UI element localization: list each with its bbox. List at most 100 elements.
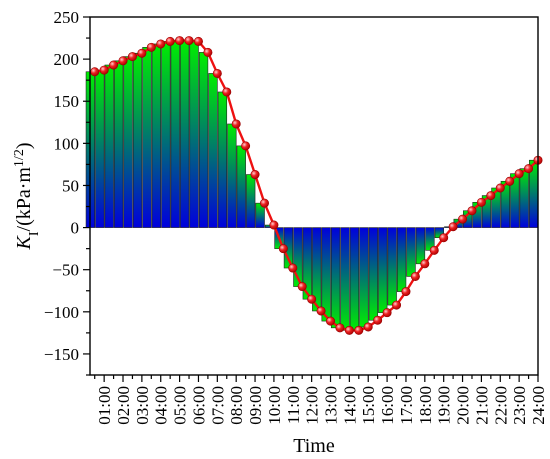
data-point xyxy=(241,141,251,151)
bar xyxy=(208,73,218,228)
data-point xyxy=(476,197,486,207)
y-tick-label: 200 xyxy=(54,50,80,69)
data-point xyxy=(109,60,119,70)
x-tick-label: 11:00 xyxy=(284,386,303,424)
data-point xyxy=(335,323,345,333)
bar xyxy=(189,41,199,228)
y-tick-label: −50 xyxy=(52,261,79,280)
data-point xyxy=(420,259,430,269)
bar xyxy=(104,64,114,228)
y-tick-label: 250 xyxy=(54,8,80,27)
bar xyxy=(378,227,388,313)
bar xyxy=(170,40,180,228)
data-point xyxy=(514,169,524,179)
bar xyxy=(198,52,209,228)
x-tick-label: 13:00 xyxy=(322,386,341,425)
x-tick-label: 10:00 xyxy=(265,386,284,425)
bar xyxy=(387,227,397,306)
bar xyxy=(217,91,228,228)
bar xyxy=(396,227,407,292)
data-point xyxy=(363,322,373,332)
data-point xyxy=(222,87,232,97)
data-point xyxy=(156,39,166,49)
data-point xyxy=(326,316,336,326)
x-tick-label: 12:00 xyxy=(303,386,322,425)
bar xyxy=(161,41,171,228)
data-point xyxy=(269,220,279,230)
bar xyxy=(340,227,350,331)
x-axis: 01:00 02:00 03:00 04:00 05:00 06:00 07:00 08:00… xyxy=(94,375,548,425)
data-point xyxy=(137,48,147,58)
x-tick-label: 15:00 xyxy=(359,386,378,425)
y-tick-label: 100 xyxy=(54,134,80,153)
x-tick-label: 17:00 xyxy=(397,386,416,425)
data-point xyxy=(486,191,496,201)
data-point xyxy=(184,36,194,46)
data-point xyxy=(401,287,411,297)
x-tick-label: 23:00 xyxy=(510,386,529,425)
data-point xyxy=(288,263,298,273)
plot-frame xyxy=(89,16,539,376)
y-tick-label: 0 xyxy=(71,219,80,238)
data-point xyxy=(439,233,449,243)
bar xyxy=(95,69,105,228)
bar xyxy=(132,52,143,228)
data-point xyxy=(250,170,260,180)
x-tick-label: 01:00 xyxy=(95,386,114,425)
data-point xyxy=(212,68,222,78)
bar xyxy=(123,56,133,228)
data-point xyxy=(467,206,477,216)
bar xyxy=(236,145,246,228)
y-axis-title: KI/(kPa·m1/2) xyxy=(12,142,42,250)
y-tick-label: 50 xyxy=(62,176,79,195)
data-point xyxy=(165,36,175,46)
x-tick-label: 02:00 xyxy=(114,386,133,425)
x-tick-label: 24:00 xyxy=(529,386,548,425)
data-point xyxy=(429,245,439,255)
data-point xyxy=(448,222,458,232)
x-tick-label: 19:00 xyxy=(435,386,454,425)
data-point xyxy=(382,308,392,318)
bar xyxy=(227,123,237,228)
data-point xyxy=(316,306,326,316)
data-point xyxy=(373,315,383,325)
data-point xyxy=(410,271,420,281)
data-point xyxy=(458,214,468,224)
x-tick-label: 20:00 xyxy=(454,386,473,425)
bar xyxy=(359,227,369,328)
data-point xyxy=(278,244,288,254)
y-axis: −150 −100 −50 0 50 100 150 200 250 xyxy=(44,8,90,376)
bar xyxy=(246,174,256,228)
data-point xyxy=(344,325,354,335)
x-tick-label: 06:00 xyxy=(189,386,208,425)
bars-group xyxy=(85,40,539,331)
bar xyxy=(368,227,378,321)
data-point xyxy=(118,56,128,66)
data-point xyxy=(231,119,241,129)
x-tick-label: 05:00 xyxy=(171,386,190,425)
data-point xyxy=(259,198,269,208)
x-tick-label: 22:00 xyxy=(491,386,510,425)
data-point xyxy=(392,300,402,310)
x-tick-label: 09:00 xyxy=(246,386,265,425)
bar xyxy=(406,227,416,277)
x-tick-label: 04:00 xyxy=(152,386,171,425)
bar xyxy=(415,227,426,265)
markers-group xyxy=(90,36,543,335)
y-tick-label: 150 xyxy=(54,92,80,111)
data-point xyxy=(99,65,109,75)
bar xyxy=(142,47,152,228)
data-point xyxy=(127,52,137,62)
bar xyxy=(151,43,162,228)
x-axis-title: Time xyxy=(293,435,335,457)
x-tick-label: 16:00 xyxy=(378,386,397,425)
data-point xyxy=(146,42,156,52)
x-tick-label: 03:00 xyxy=(133,386,152,425)
data-point xyxy=(354,325,364,335)
x-tick-label: 14:00 xyxy=(340,386,359,425)
data-point xyxy=(297,282,307,292)
data-point xyxy=(524,164,534,174)
y-tick-label: −100 xyxy=(44,303,79,322)
data-point xyxy=(307,294,317,304)
